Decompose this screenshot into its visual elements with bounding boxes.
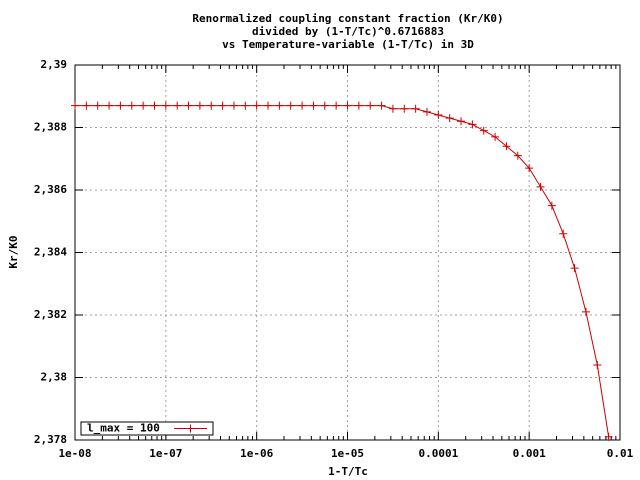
x-tick-label: 0.01 <box>607 447 634 460</box>
x-axis-label: 1-T/Tc <box>328 465 368 478</box>
point <box>252 101 261 110</box>
point <box>457 117 466 126</box>
x-tick-label: 0.0001 <box>418 447 458 460</box>
point <box>184 101 193 110</box>
point <box>93 101 102 110</box>
point <box>320 101 329 110</box>
point <box>468 120 477 129</box>
point <box>502 142 511 151</box>
point <box>150 101 159 110</box>
x-tick-label: 0.001 <box>513 447 546 460</box>
point <box>127 101 136 110</box>
point <box>332 101 341 110</box>
point <box>366 101 375 110</box>
chart-title: divided by (1-T/Tc)^0.6716883 <box>252 25 444 38</box>
legend-box <box>80 421 214 436</box>
y-axis-label: Kr/K0 <box>7 235 20 268</box>
legend-swatch <box>186 424 195 433</box>
point <box>411 104 420 113</box>
point <box>354 101 363 110</box>
point <box>161 101 170 110</box>
point <box>105 101 114 110</box>
point <box>388 104 397 113</box>
point <box>536 182 545 191</box>
point <box>286 101 295 110</box>
point <box>71 101 79 110</box>
point <box>581 307 590 316</box>
chart-title: Renormalized coupling constant fraction … <box>192 12 503 25</box>
point <box>434 111 443 119</box>
y-tick-label: 2,386 <box>34 183 67 196</box>
point <box>604 432 613 441</box>
y-tick-label: 2,384 <box>34 246 67 259</box>
y-tick-label: 2,378 <box>34 433 67 446</box>
legend-label: l_max = 100 <box>87 422 160 435</box>
point <box>116 101 125 110</box>
plot-frame <box>74 64 621 441</box>
x-tick-label: 1e-07 <box>149 447 182 460</box>
point <box>525 164 534 173</box>
point <box>218 101 227 110</box>
point <box>593 361 602 369</box>
x-tick-label: 1e-06 <box>240 447 273 460</box>
point <box>298 101 307 110</box>
y-tick-label: 2,39 <box>41 58 68 71</box>
x-tick-label: 1e-05 <box>331 447 364 460</box>
point <box>229 101 238 110</box>
point <box>207 101 216 110</box>
point <box>275 101 284 110</box>
point <box>139 101 148 110</box>
point <box>491 132 500 141</box>
point <box>309 101 318 110</box>
point <box>377 101 386 110</box>
point <box>195 101 204 110</box>
y-tick-label: 2,38 <box>41 371 68 384</box>
point <box>241 101 250 110</box>
point <box>479 126 488 135</box>
x-tick-label: 1e-08 <box>58 447 91 460</box>
point <box>400 104 409 113</box>
point <box>264 101 273 110</box>
point <box>173 101 182 110</box>
point <box>559 229 568 238</box>
point <box>547 201 556 210</box>
point <box>422 107 431 116</box>
point <box>82 101 91 110</box>
point <box>513 151 522 160</box>
chart-title: vs Temperature-variable (1-T/Tc) in 3D <box>222 38 474 51</box>
point <box>343 101 352 110</box>
point <box>445 114 454 123</box>
y-tick-label: 2,382 <box>34 308 67 321</box>
y-tick-label: 2,388 <box>34 121 67 134</box>
point <box>570 264 579 273</box>
